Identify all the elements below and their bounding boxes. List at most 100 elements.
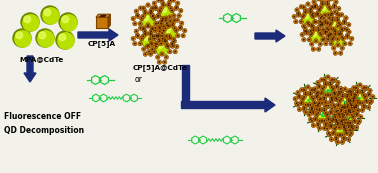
Circle shape: [168, 49, 172, 54]
Circle shape: [320, 98, 322, 100]
Circle shape: [327, 16, 332, 20]
Circle shape: [143, 11, 147, 15]
Circle shape: [368, 93, 370, 95]
Circle shape: [177, 2, 178, 4]
Circle shape: [338, 8, 340, 10]
Circle shape: [171, 43, 173, 45]
Circle shape: [150, 30, 152, 32]
Circle shape: [349, 43, 351, 44]
Circle shape: [310, 107, 314, 112]
Circle shape: [325, 113, 329, 117]
Circle shape: [334, 109, 339, 114]
Circle shape: [372, 96, 374, 98]
Circle shape: [143, 34, 155, 47]
Circle shape: [132, 38, 134, 39]
Circle shape: [150, 53, 152, 55]
Circle shape: [59, 13, 77, 31]
Circle shape: [153, 28, 157, 33]
Circle shape: [336, 103, 341, 107]
Circle shape: [161, 20, 163, 22]
Circle shape: [301, 6, 302, 8]
Circle shape: [353, 105, 357, 109]
Circle shape: [353, 92, 357, 97]
Circle shape: [354, 106, 356, 108]
Circle shape: [342, 42, 347, 46]
Circle shape: [158, 40, 160, 42]
Circle shape: [61, 15, 77, 31]
Circle shape: [350, 107, 352, 108]
Circle shape: [138, 21, 143, 26]
Circle shape: [319, 127, 321, 129]
Circle shape: [163, 25, 164, 27]
Circle shape: [339, 100, 341, 102]
Circle shape: [154, 6, 158, 10]
Circle shape: [349, 105, 354, 110]
Circle shape: [162, 2, 164, 4]
Circle shape: [156, 42, 169, 55]
Circle shape: [143, 52, 147, 56]
Circle shape: [158, 9, 162, 13]
Circle shape: [310, 30, 311, 32]
Circle shape: [330, 125, 332, 126]
Circle shape: [301, 34, 303, 35]
Circle shape: [334, 125, 338, 129]
Circle shape: [332, 91, 337, 95]
Circle shape: [350, 94, 352, 96]
Circle shape: [310, 5, 314, 9]
Circle shape: [333, 30, 338, 34]
Circle shape: [320, 5, 331, 16]
Circle shape: [163, 60, 167, 64]
Circle shape: [308, 114, 310, 116]
Circle shape: [338, 22, 340, 24]
Circle shape: [327, 94, 329, 96]
Circle shape: [350, 103, 352, 105]
Circle shape: [298, 14, 299, 16]
Circle shape: [326, 114, 328, 116]
Circle shape: [175, 18, 180, 22]
Circle shape: [325, 105, 327, 107]
Circle shape: [313, 3, 318, 8]
Circle shape: [322, 84, 334, 96]
Circle shape: [339, 24, 341, 25]
Circle shape: [316, 103, 320, 107]
Circle shape: [146, 24, 150, 28]
Circle shape: [339, 126, 340, 128]
Circle shape: [328, 17, 330, 19]
Circle shape: [324, 108, 325, 110]
Circle shape: [328, 32, 332, 37]
Circle shape: [157, 56, 159, 58]
Circle shape: [302, 5, 306, 9]
Circle shape: [314, 104, 318, 108]
Circle shape: [151, 28, 153, 30]
Circle shape: [318, 31, 322, 35]
Circle shape: [303, 6, 305, 8]
Circle shape: [350, 110, 351, 111]
Circle shape: [328, 35, 329, 36]
Circle shape: [13, 29, 31, 47]
Circle shape: [337, 82, 339, 83]
Circle shape: [324, 123, 328, 128]
Circle shape: [305, 111, 307, 113]
Circle shape: [337, 44, 339, 46]
Circle shape: [319, 5, 323, 9]
Circle shape: [328, 118, 330, 120]
Circle shape: [349, 100, 351, 102]
Circle shape: [340, 52, 342, 54]
Circle shape: [161, 28, 166, 33]
Circle shape: [323, 17, 325, 19]
Circle shape: [151, 43, 153, 45]
Circle shape: [157, 60, 161, 64]
Circle shape: [308, 92, 313, 96]
Circle shape: [341, 122, 343, 124]
Circle shape: [349, 111, 351, 113]
Circle shape: [348, 110, 353, 114]
Circle shape: [302, 94, 314, 106]
Circle shape: [327, 1, 328, 3]
Circle shape: [343, 119, 345, 121]
Circle shape: [332, 118, 336, 122]
Circle shape: [156, 13, 161, 18]
Circle shape: [324, 14, 326, 16]
Circle shape: [345, 131, 347, 133]
Circle shape: [330, 43, 332, 44]
Circle shape: [335, 18, 340, 22]
